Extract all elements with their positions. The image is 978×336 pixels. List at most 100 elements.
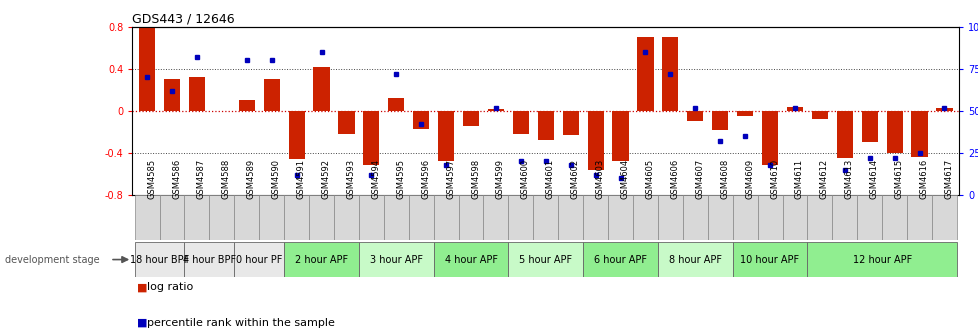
Text: ■: ■ [137,282,148,292]
Bar [313,67,330,111]
Bar [263,79,280,111]
Text: 4 hour APF: 4 hour APF [444,255,497,264]
Bar [637,37,653,111]
FancyBboxPatch shape [433,195,458,240]
Text: GSM4606: GSM4606 [670,158,679,199]
Text: 2 hour APF: 2 hour APF [294,255,348,264]
Text: GSM4615: GSM4615 [894,158,903,199]
Bar [736,111,752,116]
Bar [239,100,254,111]
FancyBboxPatch shape [682,195,707,240]
Text: GSM4585: GSM4585 [147,158,156,199]
Bar [911,111,927,157]
Text: GSM4587: GSM4587 [197,158,205,199]
FancyBboxPatch shape [881,195,907,240]
Bar [363,111,379,166]
Bar [189,77,204,111]
FancyBboxPatch shape [433,242,508,277]
Bar [687,111,702,121]
Text: GSM4599: GSM4599 [496,159,505,199]
Text: GSM4591: GSM4591 [296,159,305,199]
FancyBboxPatch shape [557,195,583,240]
FancyBboxPatch shape [409,195,433,240]
Text: GSM4594: GSM4594 [371,159,380,199]
Text: log ratio: log ratio [147,282,193,292]
Text: GSM4601: GSM4601 [545,158,555,199]
Bar [761,111,778,166]
FancyBboxPatch shape [309,195,333,240]
Bar [786,107,802,111]
FancyBboxPatch shape [359,195,383,240]
FancyBboxPatch shape [483,195,508,240]
Text: 4 hour BPF: 4 hour BPF [183,255,236,264]
Text: GSM4617: GSM4617 [944,158,953,199]
FancyBboxPatch shape [359,242,433,277]
FancyBboxPatch shape [234,242,284,277]
Bar [661,37,678,111]
FancyBboxPatch shape [284,195,309,240]
Bar [413,111,429,129]
Text: 18 hour BPF: 18 hour BPF [130,255,189,264]
Text: 5 hour APF: 5 hour APF [518,255,572,264]
FancyBboxPatch shape [657,195,682,240]
Text: development stage: development stage [5,255,100,264]
FancyBboxPatch shape [209,195,234,240]
FancyBboxPatch shape [807,195,831,240]
FancyBboxPatch shape [533,195,557,240]
Text: percentile rank within the sample: percentile rank within the sample [147,318,334,328]
Text: ■: ■ [137,318,148,328]
Bar [437,111,454,161]
Bar [562,111,578,135]
Bar [587,111,603,170]
FancyBboxPatch shape [657,242,732,277]
FancyBboxPatch shape [732,195,757,240]
Bar [487,109,504,111]
Text: GSM4616: GSM4616 [918,158,927,199]
Bar [861,111,877,142]
Text: 8 hour APF: 8 hour APF [668,255,721,264]
Bar [935,108,952,111]
FancyBboxPatch shape [907,195,931,240]
FancyBboxPatch shape [707,195,732,240]
FancyBboxPatch shape [184,195,209,240]
FancyBboxPatch shape [781,195,807,240]
Bar [463,111,478,126]
FancyBboxPatch shape [583,195,607,240]
Text: GSM4614: GSM4614 [868,158,878,199]
FancyBboxPatch shape [807,242,956,277]
FancyBboxPatch shape [184,242,234,277]
FancyBboxPatch shape [831,195,857,240]
FancyBboxPatch shape [857,195,881,240]
Text: 0 hour PF: 0 hour PF [236,255,282,264]
Bar [163,79,180,111]
Text: GSM4608: GSM4608 [720,158,729,199]
Text: GSM4613: GSM4613 [844,158,853,199]
Text: GSM4593: GSM4593 [346,158,355,199]
Text: 6 hour APF: 6 hour APF [594,255,646,264]
Text: GSM4586: GSM4586 [172,158,181,199]
FancyBboxPatch shape [333,195,359,240]
Bar [512,111,528,134]
FancyBboxPatch shape [284,242,359,277]
Text: GSM4595: GSM4595 [396,159,405,199]
Text: GSM4610: GSM4610 [770,158,778,199]
Text: GSM4597: GSM4597 [446,158,455,199]
Text: GDS443 / 12646: GDS443 / 12646 [132,13,235,26]
FancyBboxPatch shape [633,195,657,240]
FancyBboxPatch shape [458,195,483,240]
Text: GSM4589: GSM4589 [246,158,255,199]
Bar [139,27,156,111]
FancyBboxPatch shape [383,195,409,240]
Text: GSM4607: GSM4607 [694,158,703,199]
Text: GSM4596: GSM4596 [421,158,429,199]
Text: GSM4600: GSM4600 [520,158,529,199]
Text: GSM4603: GSM4603 [595,158,604,199]
Text: 10 hour APF: 10 hour APF [739,255,799,264]
FancyBboxPatch shape [732,242,807,277]
FancyBboxPatch shape [159,195,184,240]
Text: GSM4605: GSM4605 [645,158,654,199]
FancyBboxPatch shape [583,242,657,277]
Text: GSM4609: GSM4609 [744,158,753,199]
Bar [338,111,354,134]
Text: GSM4612: GSM4612 [819,158,828,199]
